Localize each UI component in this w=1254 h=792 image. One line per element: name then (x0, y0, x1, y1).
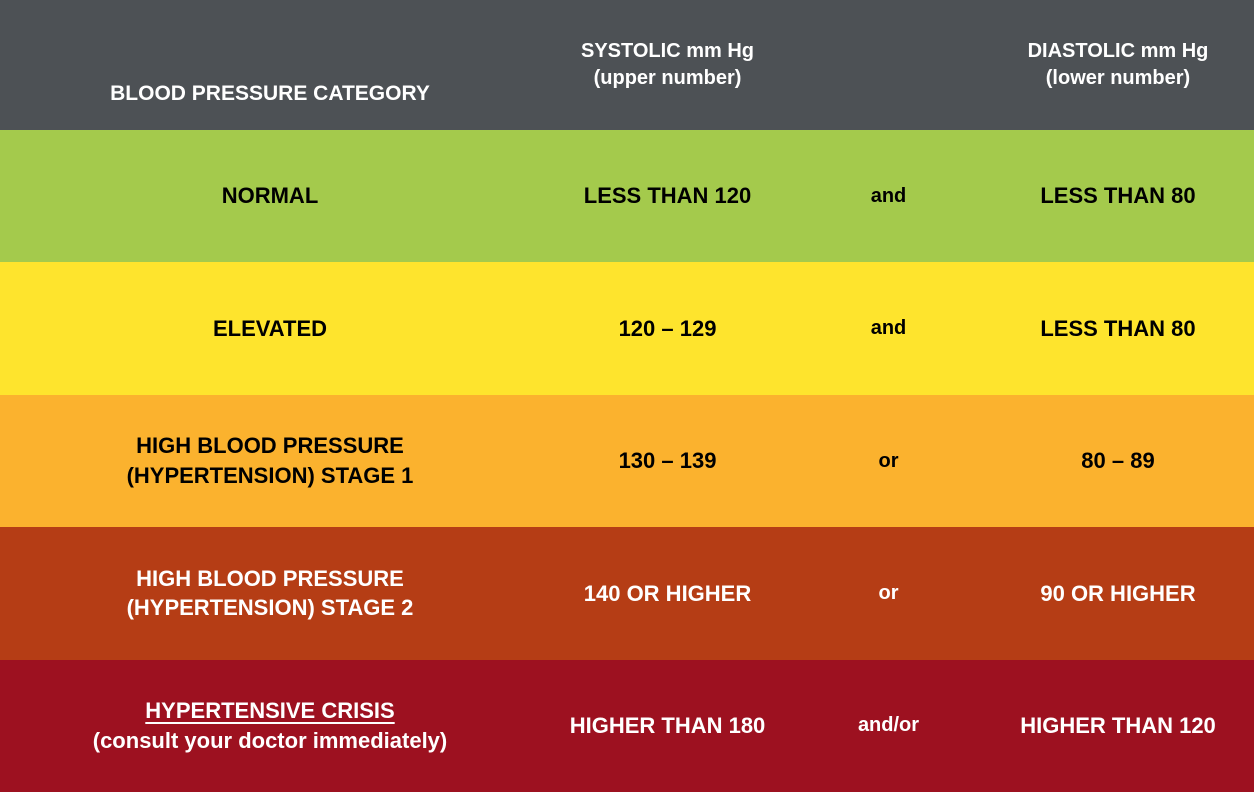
connector-value: and (870, 317, 907, 340)
category-cell: HIGH BLOOD PRESSURE (HYPERTENSION) STAGE… (0, 527, 540, 659)
connector-value: or (878, 449, 899, 472)
systolic-value: 120 – 129 (618, 315, 717, 341)
diastolic-value: LESS THAN 80 (1040, 183, 1196, 209)
systolic-value: LESS THAN 120 (583, 183, 752, 209)
diastolic-header-line1: DIASTOLIC mm Hg (1027, 40, 1209, 62)
systolic-column-header: SYSTOLIC mm Hg (upper number) (540, 0, 795, 130)
bp-row-elevated: ELEVATED 120 – 129 and LESS THAN 80 (0, 262, 1254, 395)
connector-value: and/or (857, 714, 920, 737)
category-name: ELEVATED (212, 315, 328, 341)
category-cell: HIGH BLOOD PRESSURE (HYPERTENSION) STAGE… (0, 395, 540, 527)
category-subtext: (HYPERTENSION) STAGE 1 (126, 463, 414, 489)
diastolic-header-line2: (lower number) (1045, 67, 1191, 89)
diastolic-value: HIGHER THAN 120 (1020, 712, 1216, 738)
systolic-value: 130 – 139 (618, 448, 717, 474)
systolic-header-line2: (upper number) (593, 67, 742, 89)
systolic-header-line1: SYSTOLIC mm Hg (581, 40, 754, 62)
diastolic-value: 90 OR HIGHER (1040, 580, 1196, 606)
bp-row-normal: NORMAL LESS THAN 120 and LESS THAN 80 (0, 130, 1254, 263)
category-subtext: (HYPERTENSION) STAGE 2 (126, 595, 414, 621)
category-cell: NORMAL (0, 130, 540, 262)
category-name: HIGH BLOOD PRESSURE (136, 565, 404, 591)
diastolic-column-header: DIASTOLIC mm Hg (lower number) (982, 0, 1254, 130)
bp-row-stage1: HIGH BLOOD PRESSURE (HYPERTENSION) STAGE… (0, 394, 1254, 528)
connector-value: and (870, 184, 907, 207)
diastolic-value: LESS THAN 80 (1040, 315, 1196, 341)
bp-row-stage2: HIGH BLOOD PRESSURE (HYPERTENSION) STAGE… (0, 527, 1254, 660)
systolic-value: HIGHER THAN 180 (569, 712, 766, 738)
connector-column-header (795, 0, 982, 130)
category-name: NORMAL (221, 183, 319, 209)
category-name: HYPERTENSIVE CRISIS (145, 698, 395, 724)
bp-row-crisis: HYPERTENSIVE CRISIS (consult your doctor… (0, 659, 1254, 792)
connector-value: or (878, 581, 899, 604)
category-cell: HYPERTENSIVE CRISIS (consult your doctor… (0, 660, 540, 792)
category-cell: ELEVATED (0, 262, 540, 394)
category-name: HIGH BLOOD PRESSURE (136, 433, 404, 459)
diastolic-value: 80 – 89 (1081, 448, 1155, 474)
table-header-row: BLOOD PRESSURE CATEGORY SYSTOLIC mm Hg (… (0, 0, 1254, 130)
category-column-header: BLOOD PRESSURE CATEGORY (110, 81, 430, 105)
systolic-value: 140 OR HIGHER (583, 580, 752, 606)
category-subtext: (consult your doctor immediately) (92, 727, 448, 753)
